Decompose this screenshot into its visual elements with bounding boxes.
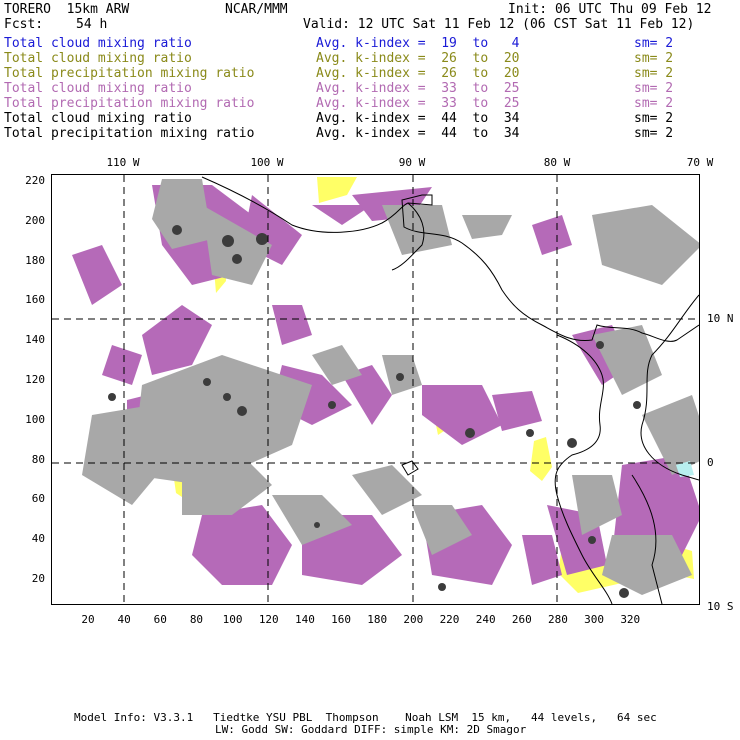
y-tick: 160: [25, 293, 45, 307]
x-tick: 280: [548, 613, 568, 626]
legend-field: Total cloud mixing ratio: [4, 36, 192, 51]
x-tick: 160: [331, 613, 351, 626]
footer-model-info: Model Info: V3.3.1 Tiedtke YSU PBL Thomp…: [74, 711, 657, 724]
lon-label: 110 W: [106, 156, 140, 169]
x-tick: 260: [511, 613, 532, 626]
legend-field: Total precipitation mixing ratio: [4, 126, 255, 141]
x-tick: 100: [222, 613, 243, 626]
lat-label: 10 S: [707, 600, 734, 613]
legend-idx: Avg. k-index = 26 to 20: [316, 66, 520, 81]
legend-sm: sm= 2: [634, 66, 674, 81]
y-tick: 200: [25, 213, 45, 227]
x-tick: 80: [189, 613, 204, 626]
legend-field: Total cloud mixing ratio: [4, 111, 192, 126]
lon-label: 100 W: [250, 156, 284, 169]
legend-idx: Avg. k-index = 44 to 34: [316, 111, 520, 126]
x-tick: 120: [258, 613, 279, 626]
x-tick: 220: [439, 613, 460, 626]
x-tick: 60: [153, 613, 167, 626]
fcst-value: 54 h: [76, 17, 108, 32]
coastline: [201, 176, 699, 604]
legend-idx: Avg. k-index = 44 to 34: [316, 126, 520, 141]
fcst-label: Fcst:: [4, 17, 44, 32]
y-tick: 60: [31, 492, 45, 506]
organization: NCAR/MMM: [225, 2, 288, 17]
legend-sm: sm= 2: [634, 51, 674, 66]
x-tick: 300: [584, 613, 605, 626]
legend-idx: Avg. k-index = 19 to 4: [316, 36, 520, 51]
legend-field: Total cloud mixing ratio: [4, 81, 192, 96]
lon-label: 90 W: [398, 156, 426, 169]
legend-field: Total precipitation mixing ratio: [4, 96, 255, 111]
legend-sm: sm= 2: [634, 96, 674, 111]
lat-label: 10 N: [707, 312, 734, 325]
x-tick: 240: [475, 613, 496, 626]
legend-idx: Avg. k-index = 33 to 25: [316, 96, 520, 111]
model-title: TORERO 15km ARW: [4, 2, 130, 17]
x-tick: 200: [403, 613, 424, 626]
cloud-map: [52, 175, 699, 604]
y-tick: 80: [31, 452, 45, 466]
cyan-area: [676, 461, 694, 477]
y-tick: 120: [25, 373, 45, 386]
y-tick: 40: [31, 532, 45, 546]
legend-field: Total precipitation mixing ratio: [4, 66, 255, 81]
legend-field: Total cloud mixing ratio: [4, 51, 192, 66]
x-tick: 20: [81, 613, 95, 626]
dark-cloud-cores: [108, 225, 641, 598]
y-tick: 20: [31, 572, 45, 585]
lon-label: 70 W: [686, 156, 714, 169]
x-tick: 320: [620, 613, 641, 626]
x-tick: 40: [117, 613, 131, 626]
init-time: Init: 06 UTC Thu 09 Feb 12: [508, 2, 712, 17]
y-tick: 140: [25, 333, 45, 347]
lon-label: 80 W: [543, 156, 571, 169]
valid-time: Valid: 12 UTC Sat 11 Feb 12 (06 CST Sat …: [303, 17, 695, 32]
legend-sm: sm= 2: [634, 36, 674, 51]
y-tick: 100: [25, 412, 45, 426]
legend-sm: sm= 2: [634, 126, 674, 141]
gray-cloud-areas: [82, 179, 699, 595]
legend-idx: Avg. k-index = 33 to 25: [316, 81, 520, 96]
legend-sm: sm= 2: [634, 81, 674, 96]
legend-idx: Avg. k-index = 26 to 20: [316, 51, 520, 66]
x-tick: 180: [367, 613, 388, 626]
lat-label: 0: [707, 456, 714, 469]
y-tick: 180: [25, 253, 45, 267]
map-panel: [51, 174, 700, 605]
x-tick: 140: [294, 613, 315, 626]
legend-sm: sm= 2: [634, 111, 674, 126]
footer-physics: LW: Godd SW: Goddard DIFF: simple KM: 2D…: [215, 723, 527, 736]
y-tick: 220: [25, 174, 45, 187]
